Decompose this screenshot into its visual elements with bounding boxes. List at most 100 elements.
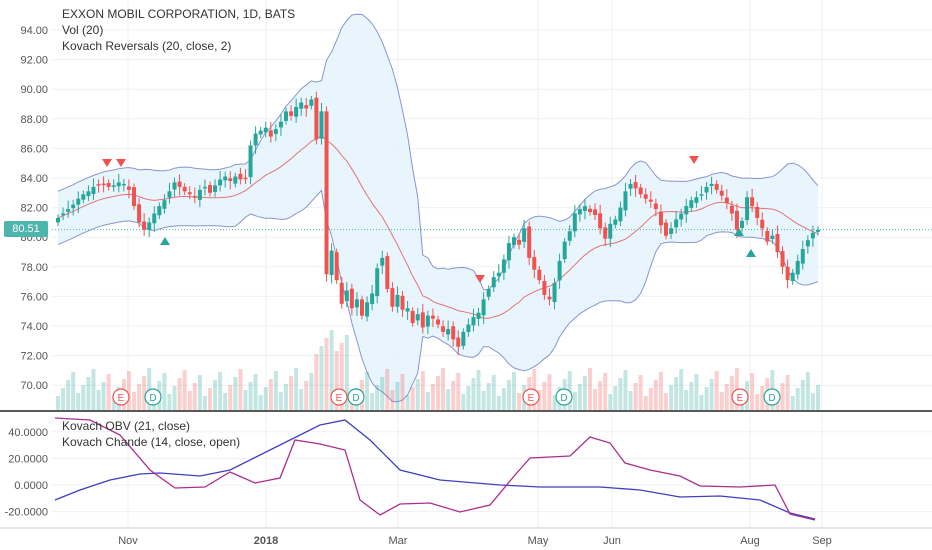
volume-bar (162, 373, 167, 410)
candle-body (593, 209, 598, 215)
candle-body (689, 200, 694, 208)
volume-bar (669, 385, 674, 410)
volume-bar (547, 374, 552, 410)
dividend-marker-label: D (149, 393, 156, 404)
volume-bar (582, 376, 587, 410)
earnings-marker-circle (522, 388, 540, 406)
volume-bar (517, 393, 522, 410)
volume-bar (623, 370, 628, 410)
volume-bar (689, 382, 694, 410)
volume-bar (147, 368, 152, 410)
earnings-marker[interactable]: E (731, 388, 749, 406)
candle-body (314, 97, 319, 140)
candle-body (613, 219, 618, 225)
candle-body (137, 204, 142, 223)
candle-body (618, 207, 623, 222)
lower-y-tick-label: 20.0000 (8, 453, 48, 465)
dividend-marker[interactable]: D (144, 388, 162, 406)
volume-bar (258, 395, 263, 410)
volume-bar (385, 369, 390, 410)
volume-bar (755, 394, 760, 410)
candle-body (557, 260, 562, 281)
obv-indicator-label[interactable]: Kovach OBV (21, close) (62, 419, 191, 433)
candle-body (218, 179, 223, 186)
candle-body (126, 186, 131, 190)
volume-bar (572, 392, 577, 410)
earnings-marker-label: E (118, 393, 125, 404)
volume-bar (608, 394, 613, 410)
candle-body (572, 213, 577, 232)
candle-body (724, 197, 729, 204)
volume-bar (719, 392, 724, 410)
candle-body (603, 227, 608, 239)
candle-body (339, 282, 344, 304)
volume-bar (512, 372, 516, 410)
reversals-indicator-label[interactable]: Kovach Reversals (20, close, 2) (62, 39, 232, 53)
candle-body (430, 315, 435, 319)
dividend-marker-label: D (352, 393, 359, 404)
volume-bar (588, 368, 592, 410)
volume-bar (334, 351, 339, 410)
candle-body (527, 226, 532, 258)
volume-bar (476, 370, 481, 410)
volume-bar (598, 381, 603, 410)
y-tick-label: 92.00 (20, 55, 48, 67)
volume-bar (400, 374, 405, 410)
volume-bar (674, 377, 679, 410)
volume-bar (314, 354, 319, 410)
earnings-marker[interactable]: E (112, 388, 130, 406)
lower-y-tick-label: -20.0000 (5, 507, 48, 519)
candle-body (370, 293, 375, 305)
candle-body (233, 176, 238, 184)
candle-body (679, 213, 684, 220)
volume-bar (785, 375, 790, 410)
candle-body (410, 310, 415, 324)
candle-body (567, 231, 572, 241)
volume-bar (390, 390, 395, 410)
candle-body (395, 294, 400, 307)
volume-bar (415, 379, 420, 410)
vol-indicator-label[interactable]: Vol (20) (62, 23, 104, 37)
earnings-marker[interactable]: E (330, 388, 348, 406)
candle-body (91, 186, 96, 194)
earnings-marker[interactable]: E (522, 388, 540, 406)
candle-body (76, 198, 81, 205)
volume-bar (506, 380, 511, 410)
volume-bar (106, 374, 111, 410)
reversal-up-marker (746, 249, 756, 257)
candle-body (740, 220, 744, 229)
candle-body (116, 182, 121, 187)
volume-bar (486, 383, 491, 410)
volume-bar (137, 384, 142, 410)
volume-bar (446, 389, 451, 410)
reversal-up-marker (160, 237, 170, 245)
candle-body (582, 206, 587, 211)
volume-bar (304, 381, 309, 410)
volume-bar (724, 384, 729, 410)
candle-body (501, 259, 506, 273)
dividend-marker[interactable]: D (555, 388, 573, 406)
earnings-marker-label: E (737, 393, 744, 404)
volume-bar (729, 376, 734, 410)
candle-body (61, 213, 66, 216)
volume-bar (653, 380, 658, 410)
candle-body (623, 191, 628, 211)
dividend-marker[interactable]: D (763, 388, 781, 406)
candle-body (653, 203, 658, 210)
reversal-down-marker (689, 156, 699, 164)
candle-body (299, 102, 304, 109)
candle-body (213, 185, 218, 192)
candle-body (795, 260, 800, 275)
candle-body (385, 256, 390, 289)
volume-bar (750, 373, 755, 410)
volume-bar (126, 371, 131, 410)
x-tick-label: Sep (812, 535, 832, 547)
volume-bar (248, 382, 253, 410)
y-tick-label: 84.00 (20, 173, 48, 185)
chande-indicator-label[interactable]: Kovach Chande (14, close, open) (62, 435, 241, 449)
candle-body (96, 184, 101, 186)
candle-body (648, 199, 653, 202)
dividend-marker[interactable]: D (347, 388, 365, 406)
